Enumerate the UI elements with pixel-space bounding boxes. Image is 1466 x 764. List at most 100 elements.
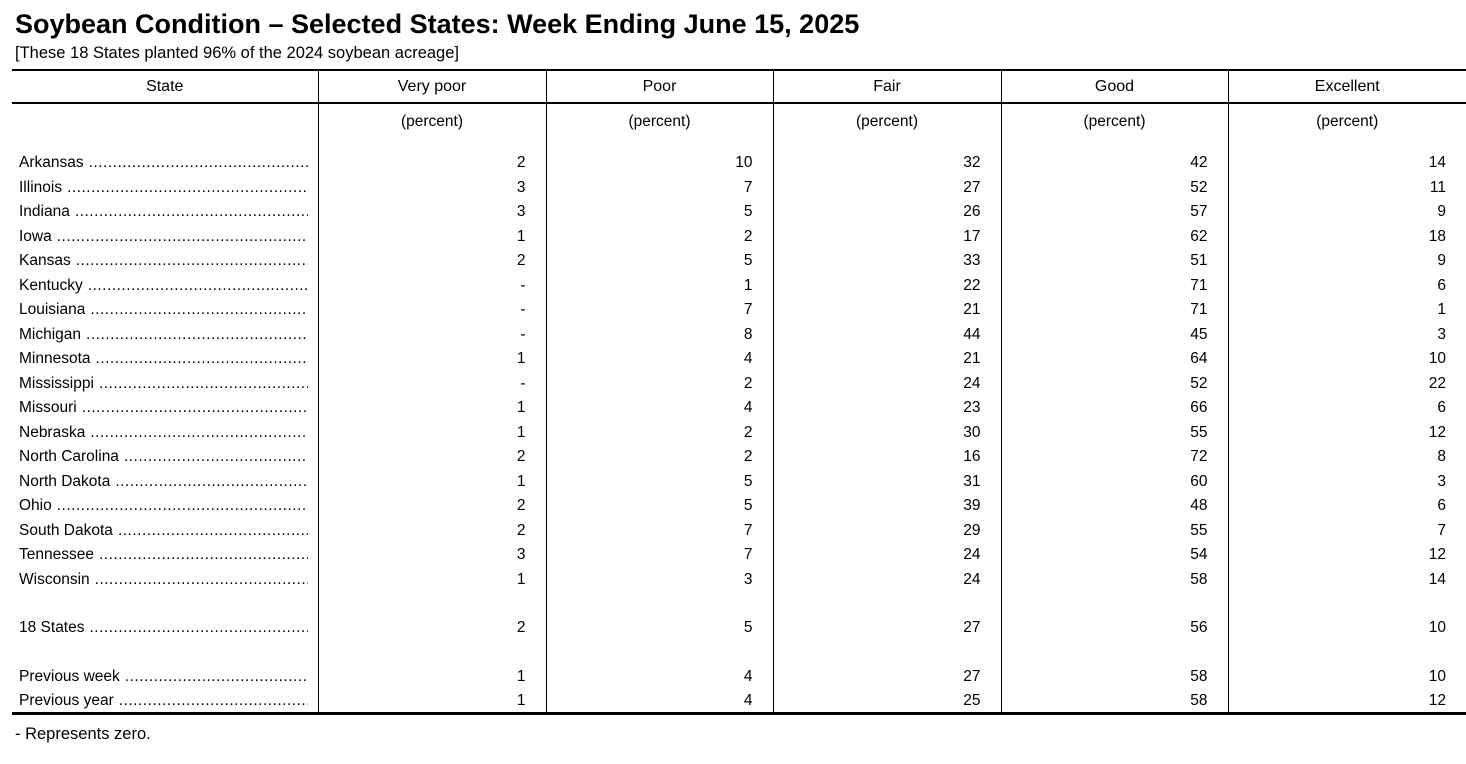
value-cell: 71	[1000, 298, 1228, 323]
dot-leader: ........................................…	[86, 325, 308, 343]
dot-leader: ........................................…	[56, 227, 308, 245]
value-cell: 55	[1000, 420, 1228, 445]
value-cell: 18	[1227, 224, 1466, 249]
value-cell: 58	[1000, 664, 1228, 689]
value-cell: 3	[1227, 322, 1466, 347]
col-header-fair: Fair	[772, 70, 1001, 104]
table-body: Arkansas................................…	[12, 151, 1466, 714]
table-header-row: State Very poor Poor Fair Good Excellent	[12, 70, 1466, 104]
value-cell: 60	[1000, 469, 1228, 494]
row-label: Missouri	[19, 399, 77, 417]
value-cell: 42	[1000, 151, 1228, 176]
row-label: Arkansas	[19, 154, 84, 172]
value-cell: -	[317, 298, 546, 323]
value-cell: -	[317, 322, 546, 347]
value-cell: 7	[545, 543, 773, 568]
spacer-cell	[1000, 640, 1228, 665]
row-label-cell: Missouri................................…	[12, 396, 318, 421]
value-cell: 2	[545, 224, 773, 249]
row-label: Wisconsin	[19, 570, 90, 588]
dot-leader: ........................................…	[124, 667, 308, 685]
value-cell: 2	[545, 445, 773, 470]
dot-leader: ........................................…	[90, 423, 307, 441]
spacer-cell	[12, 641, 318, 665]
value-cell: 2	[545, 420, 773, 445]
value-cell: 22	[772, 273, 1001, 298]
value-cell: 7	[545, 298, 773, 323]
dot-leader: ........................................…	[95, 350, 308, 368]
value-cell: 33	[772, 249, 1001, 274]
row-label-cell: Iowa....................................…	[12, 225, 318, 250]
dot-leader: ........................................…	[117, 521, 308, 539]
row-label-cell: Louisiana...............................…	[12, 298, 318, 323]
value-cell: 26	[772, 200, 1001, 225]
value-cell: 10	[1227, 616, 1466, 641]
spacer-row	[12, 592, 1466, 616]
value-cell: 14	[1227, 151, 1466, 176]
value-cell: 10	[1227, 347, 1466, 372]
row-label-cell: Indiana.................................…	[12, 200, 318, 225]
state-row: Louisiana...............................…	[12, 298, 1466, 323]
row-label: Previous year	[19, 691, 114, 709]
value-cell: 3	[317, 543, 546, 568]
row-label: Indiana	[19, 203, 70, 221]
unit-cell: (percent)	[1227, 103, 1466, 151]
value-cell: 16	[772, 445, 1001, 470]
value-cell: 27	[772, 616, 1001, 641]
value-cell: 11	[1227, 175, 1466, 200]
page-title: Soybean Condition – Selected States: Wee…	[15, 9, 860, 39]
value-cell: 4	[545, 396, 773, 421]
unit-cell-empty	[12, 103, 318, 151]
spacer-cell	[772, 640, 1001, 665]
dot-leader: ........................................…	[98, 374, 308, 392]
dot-leader: ........................................…	[98, 546, 308, 564]
value-cell: 2	[317, 518, 546, 543]
state-row: Minnesota...............................…	[12, 347, 1466, 372]
value-cell: 24	[772, 567, 1001, 592]
value-cell: 30	[772, 420, 1001, 445]
spacer-cell	[1227, 640, 1466, 665]
value-cell: 7	[545, 175, 773, 200]
spacer-cell	[317, 640, 546, 665]
row-label: Tennessee	[19, 546, 94, 564]
value-cell: 2	[545, 371, 773, 396]
value-cell: 45	[1000, 322, 1228, 347]
value-cell: 1	[317, 664, 546, 689]
col-header-poor: Poor	[545, 70, 773, 104]
state-row: Michigan................................…	[12, 322, 1466, 348]
value-cell: 4	[545, 689, 773, 714]
state-row: North Carolina..........................…	[12, 445, 1466, 470]
value-cell: 24	[772, 371, 1001, 396]
value-cell: 24	[772, 543, 1001, 568]
value-cell: 3	[545, 567, 773, 592]
row-label: Ohio	[19, 497, 52, 515]
value-cell: 1	[317, 224, 546, 249]
value-cell: 5	[545, 200, 773, 225]
unit-cell: (percent)	[1000, 103, 1228, 151]
dot-leader: ........................................…	[88, 154, 308, 172]
value-cell: 5	[545, 616, 773, 641]
dot-leader: ........................................…	[90, 301, 307, 319]
value-cell: 1	[317, 567, 546, 592]
value-cell: 54	[1000, 543, 1228, 568]
value-cell: 9	[1227, 249, 1466, 274]
value-cell: 8	[545, 322, 773, 347]
state-row: Missouri................................…	[12, 396, 1466, 421]
soybean-condition-table: State Very poor Poor Fair Good Excellent…	[12, 69, 1466, 715]
row-label-cell: Tennessee...............................…	[12, 543, 318, 568]
row-label: North Dakota	[19, 472, 111, 490]
value-cell: 7	[1227, 518, 1466, 543]
dot-leader: ........................................…	[74, 203, 308, 221]
row-label-cell: Michigan................................…	[12, 323, 318, 348]
value-cell: 57	[1000, 200, 1228, 225]
value-cell: -	[317, 273, 546, 298]
row-label: Kentucky	[19, 276, 83, 294]
value-cell: 1	[1227, 298, 1466, 323]
state-row: South Dakota............................…	[12, 518, 1466, 543]
row-label: Mississippi	[19, 374, 94, 392]
row-label-cell: Ohio....................................…	[12, 494, 318, 519]
value-cell: 23	[772, 396, 1001, 421]
state-row: Tennessee...............................…	[12, 543, 1466, 568]
row-label-cell: North Dakota............................…	[12, 470, 318, 495]
value-cell: 39	[772, 494, 1001, 519]
